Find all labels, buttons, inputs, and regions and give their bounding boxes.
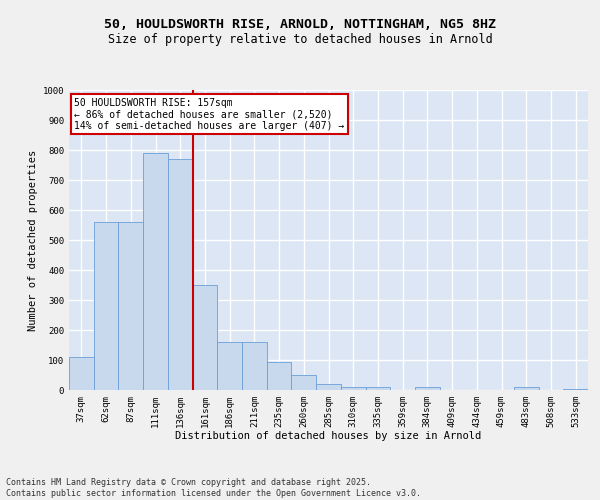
Text: 50, HOULDSWORTH RISE, ARNOLD, NOTTINGHAM, NG5 8HZ: 50, HOULDSWORTH RISE, ARNOLD, NOTTINGHAM…: [104, 18, 496, 30]
Bar: [242, 342, 267, 390]
Bar: [267, 362, 292, 390]
Bar: [94, 222, 118, 390]
Text: Contains HM Land Registry data © Crown copyright and database right 2025.
Contai: Contains HM Land Registry data © Crown c…: [6, 478, 421, 498]
Bar: [514, 387, 539, 390]
Bar: [143, 153, 168, 390]
Bar: [316, 384, 341, 390]
Bar: [365, 387, 390, 390]
Bar: [193, 285, 217, 390]
Bar: [415, 387, 440, 390]
Text: Size of property relative to detached houses in Arnold: Size of property relative to detached ho…: [107, 32, 493, 46]
Bar: [118, 222, 143, 390]
Bar: [292, 375, 316, 390]
Text: 50 HOULDSWORTH RISE: 157sqm
← 86% of detached houses are smaller (2,520)
14% of : 50 HOULDSWORTH RISE: 157sqm ← 86% of det…: [74, 98, 344, 130]
Y-axis label: Number of detached properties: Number of detached properties: [28, 150, 38, 330]
X-axis label: Distribution of detached houses by size in Arnold: Distribution of detached houses by size …: [175, 432, 482, 442]
Bar: [69, 357, 94, 390]
Bar: [168, 159, 193, 390]
Bar: [341, 387, 365, 390]
Bar: [563, 388, 588, 390]
Bar: [217, 342, 242, 390]
